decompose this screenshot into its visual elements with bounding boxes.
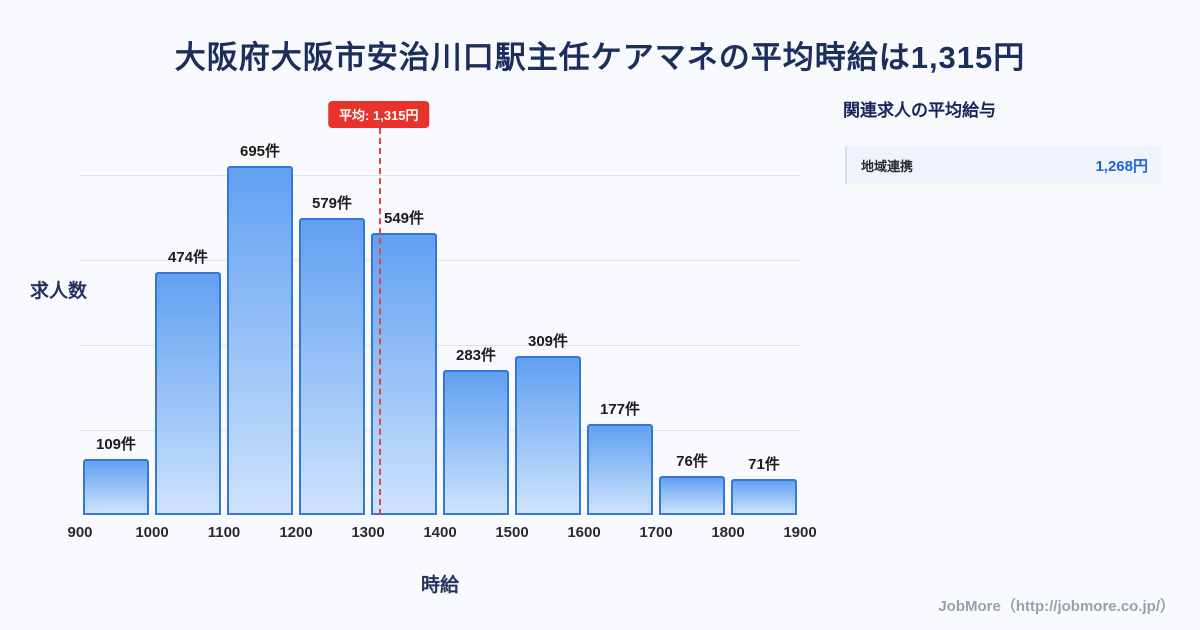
x-tick-label: 900 (67, 524, 93, 541)
bar (83, 459, 149, 515)
grid-line (80, 260, 800, 261)
y-axis-label: 求人数 (30, 281, 88, 302)
bar-value-label: 109件 (95, 436, 137, 453)
x-tick-label: 1200 (279, 524, 313, 541)
bar-value-label: 76件 (676, 453, 708, 470)
side-panel-heading: 関連求人の平均給与 (843, 101, 996, 120)
grid-line (80, 175, 800, 176)
bar-column: 474件 (152, 140, 224, 515)
bar-value-label: 283件 (455, 347, 497, 364)
bar (227, 166, 293, 515)
bar-column: 579件 (296, 140, 368, 515)
page-title: 大阪府大阪市安治川口駅主任ケアマネの平均時給は1,315円 (174, 40, 1026, 75)
bar-value-label: 474件 (167, 249, 209, 266)
x-tick-label: 1100 (207, 524, 241, 541)
average-badge: 平均: 1,315円 (328, 101, 430, 128)
histogram-bars: 109件 474件 695件 579件 549件 283件 309件 177件 76件 71件 (80, 140, 800, 515)
related-salary-value: 1,268円 (1095, 157, 1148, 175)
bar-value-label: 177件 (599, 401, 641, 418)
x-tick-label: 1300 (351, 524, 385, 541)
x-tick-label: 1500 (495, 524, 529, 541)
x-tick-label: 1700 (639, 524, 673, 541)
bar-column: 309件 (512, 140, 584, 515)
side-panel-items: 地域連携 1,268円 (845, 146, 1162, 192)
bar-column: 109件 (80, 140, 152, 515)
x-tick-label: 1400 (423, 524, 457, 541)
related-salary-item: 地域連携 1,268円 (845, 146, 1162, 184)
bar-column: 177件 (584, 140, 656, 515)
bar-value-label: 695件 (239, 143, 281, 160)
bar (515, 356, 581, 515)
bar (155, 272, 221, 515)
bar-value-label: 579件 (311, 195, 353, 212)
bar-value-label: 549件 (383, 210, 425, 227)
x-tick-label: 1000 (135, 524, 169, 541)
bar (731, 479, 797, 515)
bar (299, 218, 365, 515)
bar-column: 71件 (728, 140, 800, 515)
grid-line (80, 345, 800, 346)
bar (659, 476, 725, 515)
bar (587, 424, 653, 515)
related-salary-label: 地域連携 (861, 158, 914, 174)
bar-value-label: 309件 (527, 333, 569, 350)
footer-credit: JobMore（http://jobmore.co.jp/） (938, 598, 1175, 615)
bar-column: 695件 (224, 140, 296, 515)
bar (443, 370, 509, 515)
bar-column: 283件 (440, 140, 512, 515)
x-tick-label: 1600 (567, 524, 601, 541)
grid-line (80, 430, 800, 431)
bar (371, 233, 437, 515)
x-tick-label: 1900 (783, 524, 817, 541)
average-line (378, 128, 381, 515)
x-axis-label: 時給 (420, 575, 459, 596)
bar-column: 549件 (368, 140, 440, 515)
x-tick-label: 1800 (711, 524, 745, 541)
bar-column: 76件 (656, 140, 728, 515)
bar-value-label: 71件 (748, 456, 780, 473)
